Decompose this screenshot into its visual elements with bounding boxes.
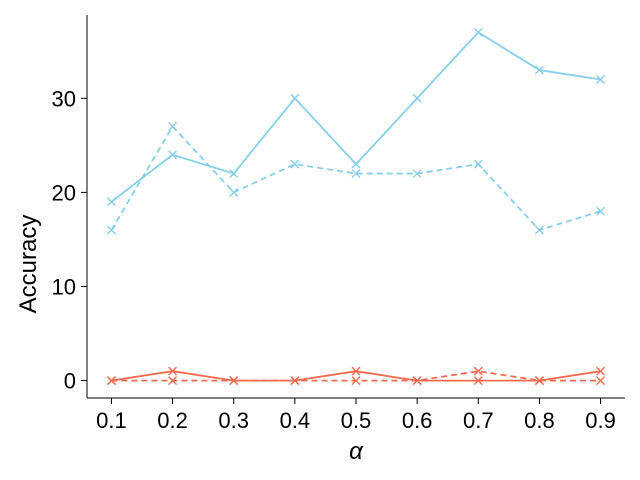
- data-point: [168, 376, 178, 386]
- data-point: [229, 376, 239, 386]
- series-layer: [106, 27, 606, 386]
- data-point: [473, 27, 483, 37]
- x-tick-label: 0.3: [218, 408, 249, 433]
- data-point: [106, 197, 116, 207]
- x-tick-label: 0.5: [341, 408, 372, 433]
- x-tick-label: 0.7: [463, 408, 494, 433]
- data-point: [229, 187, 239, 197]
- data-point: [290, 159, 300, 169]
- x-tick-label: 0.2: [157, 408, 188, 433]
- data-point: [473, 159, 483, 169]
- data-point: [412, 93, 422, 103]
- axes-layer: [86, 15, 625, 399]
- x-tick-label: 0.4: [280, 408, 311, 433]
- data-point: [596, 74, 606, 84]
- series-line: [110, 125, 601, 231]
- y-tick-label: 30: [52, 86, 76, 111]
- y-tick-label: 0: [64, 369, 76, 394]
- data-point: [596, 366, 606, 376]
- data-point: [168, 366, 178, 376]
- data-point: [412, 376, 422, 386]
- data-point: [596, 376, 606, 386]
- series-line: [111, 370, 601, 382]
- data-point: [534, 65, 544, 75]
- data-point: [412, 169, 422, 179]
- series-2: [106, 122, 606, 235]
- data-point: [290, 93, 300, 103]
- data-point: [351, 376, 361, 386]
- data-point: [168, 122, 178, 132]
- data-point: [596, 206, 606, 216]
- data-point: [351, 366, 361, 376]
- data-point: [229, 169, 239, 179]
- data-point: [534, 225, 544, 235]
- x-tick-label: 0.6: [402, 408, 433, 433]
- series-1: [106, 27, 606, 207]
- series-3: [106, 366, 606, 386]
- data-point: [473, 366, 483, 376]
- data-point: [351, 159, 361, 169]
- series-4: [106, 366, 606, 386]
- y-tick-label: 10: [52, 274, 76, 299]
- data-point: [473, 376, 483, 386]
- x-tick-label: 0.1: [96, 408, 127, 433]
- data-point: [168, 150, 178, 160]
- data-point: [106, 376, 116, 386]
- data-point: [106, 225, 116, 235]
- data-point: [534, 376, 544, 386]
- y-axis-label: Accuracy: [15, 215, 42, 314]
- x-tick-label: 0.9: [585, 408, 616, 433]
- x-axis-label: α: [349, 438, 364, 465]
- data-point: [290, 376, 300, 386]
- ticks-layer: 0.1 0.2 0.3 0.4 0.5 0.6 0.7 0.8 0.9 0 10 20 30: [52, 86, 616, 433]
- x-tick-label: 0.8: [524, 408, 555, 433]
- data-point: [351, 169, 361, 179]
- y-tick-label: 20: [52, 180, 76, 205]
- series-line: [110, 31, 601, 203]
